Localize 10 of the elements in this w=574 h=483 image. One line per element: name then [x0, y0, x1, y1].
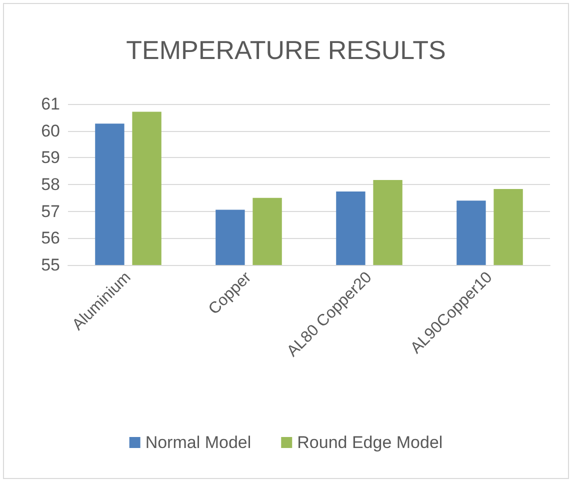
- legend-label: Normal Model: [145, 433, 252, 452]
- y-tick-label: 60: [41, 121, 60, 140]
- chart-title: TEMPERATURE RESULTS: [126, 35, 446, 65]
- y-tick-label: 56: [41, 228, 60, 248]
- legend-label: Round Edge Model: [297, 433, 443, 452]
- y-tick-label: 61: [41, 94, 60, 114]
- y-tick-label: 57: [41, 202, 60, 221]
- y-tick-label: 58: [41, 175, 60, 194]
- y-tick-label: 59: [41, 148, 60, 168]
- y-tick-label: 55: [41, 256, 60, 274]
